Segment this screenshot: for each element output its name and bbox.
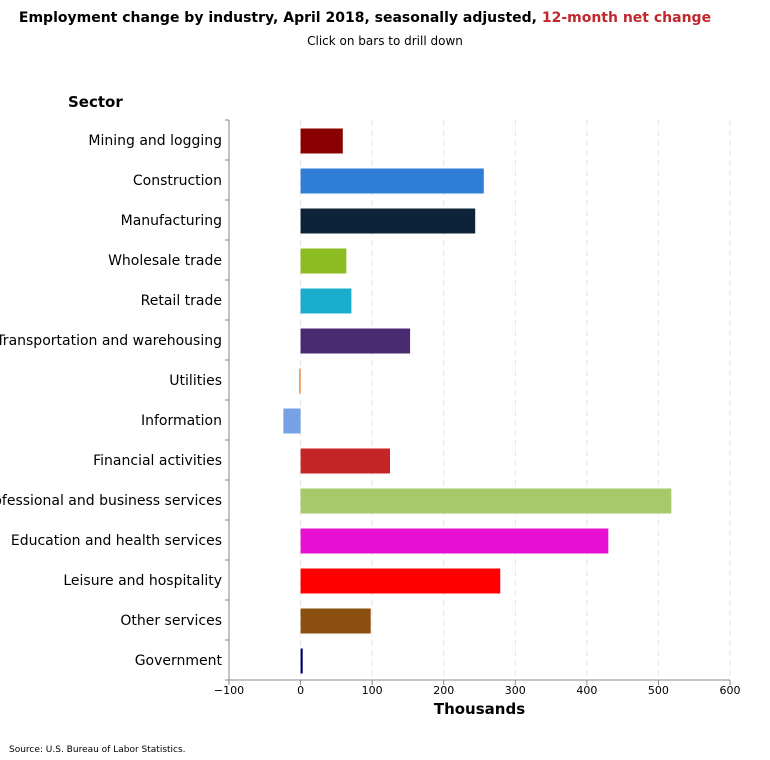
category-label: Education and health services: [11, 533, 222, 549]
bar[interactable]: [300, 208, 476, 234]
x-axis-title: Thousands: [434, 700, 525, 718]
bar[interactable]: [300, 488, 672, 514]
chart-title: Employment change by industry, April 201…: [0, 10, 730, 26]
category-label: Professional and business services: [0, 493, 222, 509]
category-label: Financial activities: [93, 453, 222, 469]
bar-chart: −100 0 100 200 300 400 500 600 Mining and loggin…: [0, 93, 741, 718]
category-label: Information: [141, 413, 222, 429]
bar[interactable]: [300, 528, 609, 554]
x-tick-label: 100: [362, 684, 383, 697]
bar[interactable]: [300, 128, 343, 154]
bar[interactable]: [300, 648, 303, 674]
x-tick-label: −100: [214, 684, 244, 697]
category-label: Government: [135, 653, 223, 669]
category-label: Wholesale trade: [108, 253, 222, 269]
bar[interactable]: [300, 248, 347, 274]
category-label: Construction: [133, 173, 222, 189]
category-label: Mining and logging: [88, 133, 222, 149]
bar[interactable]: [300, 288, 352, 314]
x-tick-label: 600: [720, 684, 741, 697]
category-label: Other services: [120, 613, 222, 629]
category-label: Manufacturing: [121, 213, 222, 229]
category-label: Leisure and hospitality: [63, 573, 222, 589]
source-note: Source: U.S. Bureau of Labor Statistics.: [9, 745, 186, 755]
bar[interactable]: [300, 568, 501, 594]
category-label: Utilities: [169, 373, 222, 389]
bar[interactable]: [299, 368, 301, 394]
bar[interactable]: [300, 328, 411, 354]
x-tick-label: 0: [297, 684, 304, 697]
bar[interactable]: [300, 168, 484, 194]
x-tick-label: 300: [505, 684, 526, 697]
category-label: Transportation and warehousing: [0, 333, 222, 349]
x-tick-label: 500: [648, 684, 669, 697]
x-tick-label: 200: [433, 684, 454, 697]
chart-title-accent: 12-month net change: [541, 10, 712, 26]
chart-subtitle: Click on bars to drill down: [307, 34, 463, 48]
chart-title-main: Employment change by industry, April 201…: [18, 10, 537, 26]
y-axis-title: Sector: [68, 93, 123, 111]
category-label: Retail trade: [141, 293, 222, 309]
bar[interactable]: [300, 608, 371, 634]
bar[interactable]: [300, 448, 391, 474]
x-tick-label: 400: [576, 684, 597, 697]
bar[interactable]: [283, 408, 301, 434]
